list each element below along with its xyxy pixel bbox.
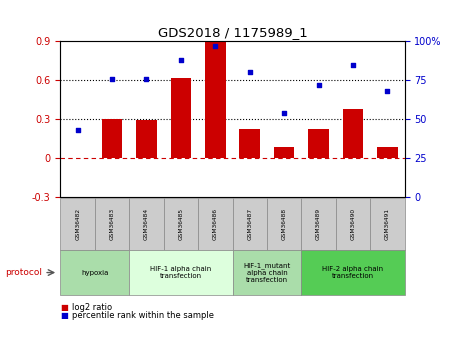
Point [280, 110, 288, 116]
Point [384, 88, 391, 94]
Bar [308, 129, 329, 158]
Text: GSM36491: GSM36491 [385, 208, 390, 240]
Bar [102, 119, 122, 158]
Text: GSM36482: GSM36482 [75, 208, 80, 240]
Bar [171, 78, 191, 158]
Point [74, 127, 81, 132]
Bar [377, 148, 398, 158]
Point [212, 43, 219, 49]
Bar [136, 120, 157, 158]
Text: percentile rank within the sample: percentile rank within the sample [72, 311, 214, 320]
Text: ■: ■ [60, 311, 68, 320]
Text: GSM36485: GSM36485 [179, 208, 183, 240]
Text: HIF-1 alpha chain
transfection: HIF-1 alpha chain transfection [150, 266, 212, 279]
Bar [239, 129, 260, 158]
Text: hypoxia: hypoxia [81, 269, 108, 276]
Point [108, 76, 116, 81]
Text: HIF-1_mutant
alpha chain
transfection: HIF-1_mutant alpha chain transfection [243, 262, 291, 283]
Text: GSM36489: GSM36489 [316, 208, 321, 240]
Bar [343, 109, 363, 158]
Title: GDS2018 / 1175989_1: GDS2018 / 1175989_1 [158, 26, 307, 39]
Bar [205, 41, 226, 158]
Text: GSM36486: GSM36486 [213, 208, 218, 240]
Text: log2 ratio: log2 ratio [72, 303, 112, 312]
Point [315, 82, 322, 88]
Point [177, 57, 185, 63]
Text: HIF-2 alpha chain
transfection: HIF-2 alpha chain transfection [322, 266, 384, 279]
Text: GSM36483: GSM36483 [110, 208, 114, 240]
Text: GSM36490: GSM36490 [351, 208, 355, 240]
Bar [274, 148, 294, 158]
Text: ■: ■ [60, 303, 68, 312]
Text: GSM36484: GSM36484 [144, 208, 149, 240]
Text: GSM36487: GSM36487 [247, 208, 252, 240]
Point [143, 76, 150, 81]
Text: protocol: protocol [5, 268, 42, 277]
Point [246, 70, 253, 75]
Point [349, 62, 357, 68]
Text: GSM36488: GSM36488 [282, 208, 286, 240]
